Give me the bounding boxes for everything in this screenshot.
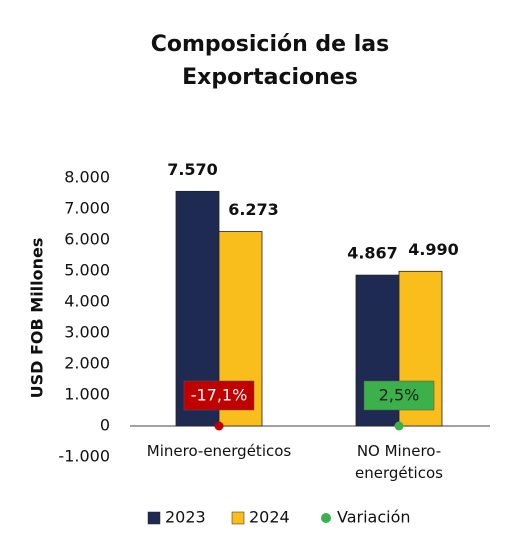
legend-label: 2023 (165, 508, 206, 527)
value-label: 6.273 (228, 200, 279, 219)
x-tick-label: NO Minero-energéticos (355, 442, 443, 482)
y-tick-label: 2.000 (64, 354, 110, 373)
y-tick-label: 1.000 (64, 385, 110, 404)
y-tick-label: 8.000 (64, 168, 110, 187)
variation-label: -17,1% (191, 386, 248, 405)
y-axis-label: USD FOB Millones (28, 238, 47, 399)
y-tick-label: 3.000 (64, 323, 110, 342)
variation-dot (214, 421, 224, 431)
legend-label: Variación (337, 508, 411, 527)
value-label: 7.570 (167, 160, 218, 179)
chart-title: Composición de las Exportaciones (150, 32, 390, 90)
y-tick-label: -1.000 (58, 447, 110, 466)
y-tick-label: 4.000 (64, 292, 110, 311)
y-tick-label: 0 (100, 416, 110, 435)
legend-swatch (147, 511, 161, 525)
variation-dot (394, 421, 404, 431)
legend-swatch (231, 511, 245, 525)
variation-label: 2,5% (379, 386, 420, 405)
legend-label: 2024 (249, 508, 290, 527)
x-tick-label: Minero-energéticos (146, 442, 292, 460)
y-tick-label: 5.000 (64, 261, 110, 280)
legend-swatch (321, 513, 331, 523)
variation-box (183, 380, 255, 411)
value-label: 4.867 (347, 244, 398, 263)
y-tick-label: 7.000 (64, 199, 110, 218)
y-tick-label: 6.000 (64, 230, 110, 249)
value-label: 4.990 (408, 240, 459, 259)
variation-box (363, 380, 435, 411)
